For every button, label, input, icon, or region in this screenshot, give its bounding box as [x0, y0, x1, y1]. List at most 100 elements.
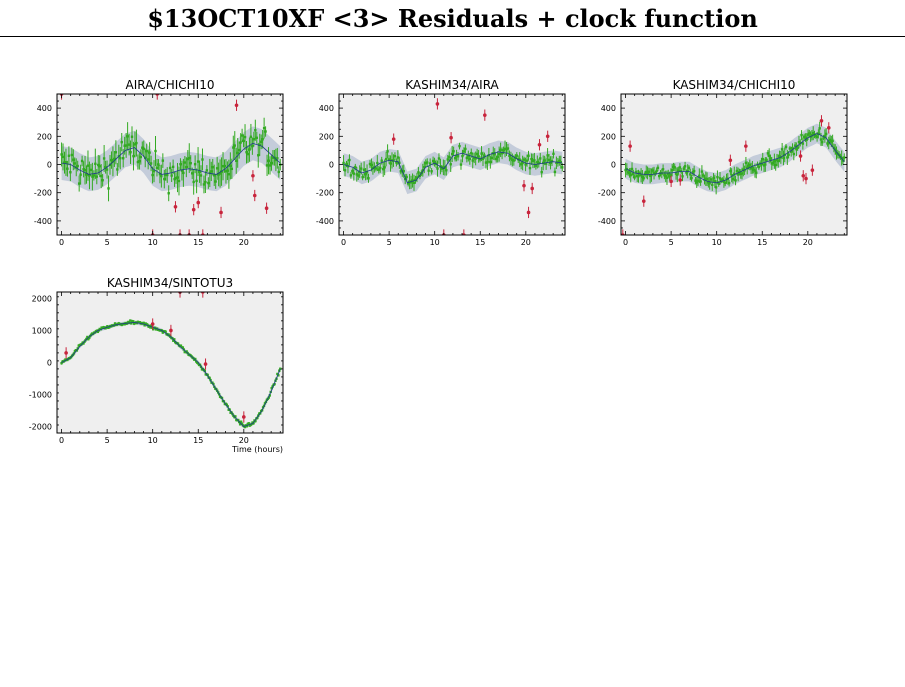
residual-point — [475, 152, 479, 156]
residual-point — [194, 357, 197, 361]
residual-point — [182, 171, 185, 175]
residual-point — [188, 156, 191, 160]
residual-point — [490, 156, 494, 160]
flagged-point — [530, 186, 534, 191]
residual-point — [359, 167, 363, 170]
residual-point — [661, 168, 665, 171]
residual-point — [158, 172, 162, 176]
residual-point — [677, 169, 680, 172]
residual-point — [408, 180, 411, 183]
residual-point — [639, 174, 643, 177]
chart-panel: 0 5 10 15 20 -2000 -1000 0 1000 2000 KASHIM34/SINT… — [29, 276, 284, 454]
residual-point — [704, 177, 707, 180]
residual-point — [160, 174, 163, 178]
residual-point — [268, 164, 272, 167]
flagged-point — [252, 193, 257, 198]
residual-point — [254, 419, 257, 423]
residual-point — [430, 170, 433, 173]
residual-point — [506, 147, 510, 150]
flagged-point — [728, 158, 733, 163]
residual-point — [489, 160, 492, 164]
flagged-point — [64, 351, 68, 355]
residual-point — [116, 168, 119, 171]
residual-point — [101, 179, 104, 182]
residual-point — [739, 172, 742, 176]
flagged-point — [641, 199, 646, 203]
flagged-point — [744, 144, 748, 148]
residual-point — [72, 158, 75, 161]
residual-point — [802, 135, 806, 138]
residual-point — [396, 156, 400, 159]
residual-point — [398, 161, 401, 164]
residual-point — [233, 144, 236, 147]
residual-point — [192, 180, 195, 184]
x-tick-label: 10 — [148, 436, 158, 445]
residual-point — [271, 385, 274, 388]
residual-point — [766, 152, 770, 155]
residual-point — [524, 163, 527, 166]
residual-point — [138, 160, 141, 163]
residual-point — [698, 174, 701, 178]
residual-point — [821, 140, 824, 144]
flagged-point — [435, 102, 440, 106]
residual-point — [91, 175, 94, 178]
residual-point — [462, 150, 466, 153]
residual-point — [682, 167, 685, 170]
residual-point — [528, 166, 532, 170]
x-tick-label: 10 — [430, 238, 440, 247]
residual-point — [208, 376, 211, 380]
residual-point — [252, 138, 256, 141]
residual-point — [174, 176, 178, 180]
residual-point — [827, 141, 830, 145]
residual-point — [502, 149, 505, 152]
residual-point — [143, 324, 146, 327]
residual-point — [503, 147, 507, 151]
y-tick-label: 1000 — [32, 326, 52, 335]
residual-point — [352, 172, 356, 175]
residual-point — [484, 161, 488, 164]
residual-point — [531, 159, 535, 163]
residual-point — [361, 175, 364, 179]
residual-point — [152, 169, 156, 173]
residual-point — [749, 167, 753, 170]
residual-point — [221, 164, 225, 168]
residual-point — [805, 138, 808, 141]
flagged-point — [537, 142, 542, 147]
residual-point — [267, 159, 270, 162]
x-tick-label: 0 — [59, 436, 64, 445]
residual-point — [126, 135, 129, 138]
residual-point — [497, 152, 501, 156]
panel-title: KASHIM34/CHICHI10 — [673, 78, 796, 92]
residual-point — [122, 157, 125, 160]
residual-point — [465, 156, 469, 160]
residual-point — [268, 394, 271, 397]
residual-point — [664, 175, 667, 178]
residual-point — [139, 155, 143, 159]
residual-point — [129, 319, 132, 322]
residual-point — [380, 159, 383, 162]
residual-point — [646, 171, 649, 175]
residual-point — [252, 422, 255, 425]
residual-point — [558, 159, 561, 162]
residual-point — [835, 151, 838, 155]
residual-point — [83, 168, 87, 172]
residual-point — [124, 144, 128, 147]
residual-point — [113, 157, 116, 161]
residual-point — [85, 173, 88, 176]
x-tick-label: 0 — [341, 238, 346, 247]
residual-point — [110, 158, 113, 162]
residual-point — [82, 342, 85, 345]
residual-point — [718, 177, 722, 180]
flagged-point — [526, 210, 531, 215]
chart-panel: 0 5 10 15 20 -400 -200 0 200 400 KASHIM34/CHICHI10 — [598, 78, 848, 247]
residual-point — [543, 159, 546, 162]
residual-point — [149, 326, 152, 329]
residual-point — [96, 330, 100, 334]
residual-point — [812, 131, 815, 135]
residual-point — [243, 135, 247, 139]
panel-title: KASHIM34/AIRA — [405, 78, 499, 92]
residual-point — [399, 170, 403, 173]
residual-point — [446, 158, 449, 161]
residual-point — [788, 147, 792, 150]
residual-point — [263, 402, 267, 405]
